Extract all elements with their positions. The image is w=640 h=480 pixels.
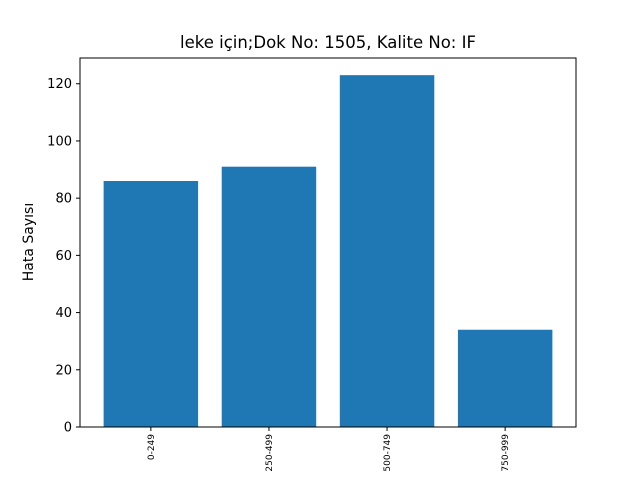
x-tick-label: 750-999 bbox=[501, 434, 511, 472]
bar-500-749 bbox=[339, 75, 435, 428]
bars-group bbox=[103, 75, 553, 428]
x-axis: 0-249 250-499 500-749 750-999 bbox=[147, 427, 511, 472]
x-tick-label: 500-749 bbox=[383, 434, 393, 472]
y-tick-label: 40 bbox=[55, 306, 72, 321]
y-tick-label: 20 bbox=[55, 363, 72, 378]
bar-250-499 bbox=[221, 166, 317, 427]
chart-title: leke için;Dok No: 1505, Kalite No: IF bbox=[180, 33, 476, 52]
y-tick-label: 80 bbox=[55, 192, 72, 207]
x-tick-label: 250-499 bbox=[265, 434, 275, 472]
y-tick-label: 100 bbox=[47, 134, 72, 149]
y-axis: 0 20 40 60 80 100 120 bbox=[47, 77, 80, 436]
bar-750-999 bbox=[457, 329, 553, 427]
y-tick-label: 60 bbox=[55, 249, 72, 264]
bar-0-249 bbox=[103, 181, 199, 427]
y-tick-label: 120 bbox=[47, 77, 72, 92]
y-tick-label: 0 bbox=[64, 421, 72, 436]
y-axis-label: Hata Sayısı bbox=[21, 203, 37, 281]
plot-frame bbox=[79, 57, 577, 428]
x-tick-label: 0-249 bbox=[147, 434, 157, 460]
